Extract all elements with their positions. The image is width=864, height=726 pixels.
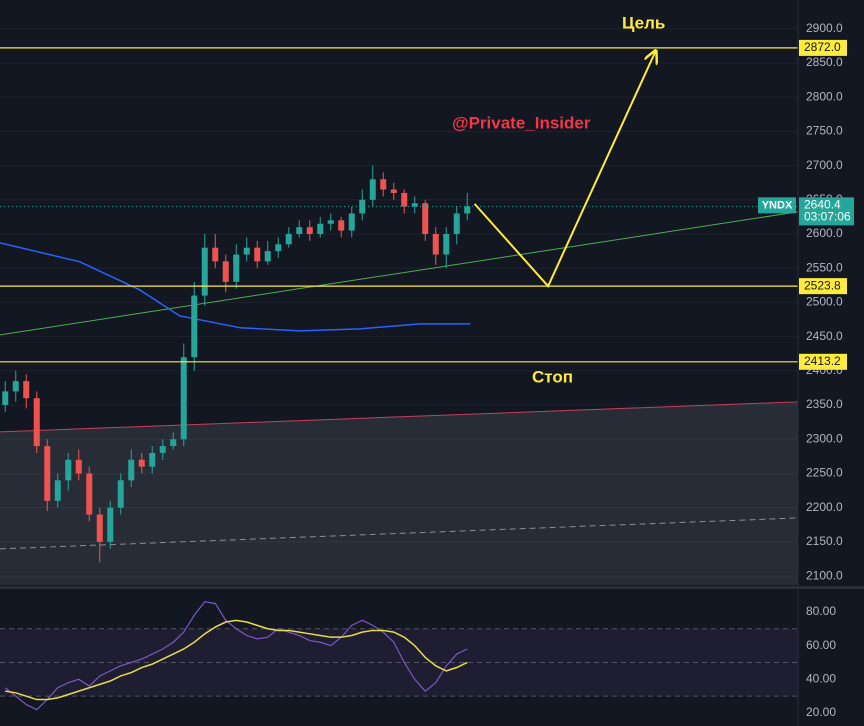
y-tick-label: 2350.0 — [806, 397, 843, 411]
candle-body — [453, 213, 460, 234]
pane-separator — [0, 586, 864, 589]
candle-body — [432, 234, 439, 255]
candle-body — [2, 391, 9, 406]
price-line-box — [799, 39, 847, 56]
rsi-tick-label: 60.00 — [806, 638, 836, 652]
candle-body — [86, 473, 93, 515]
candle-body — [254, 247, 261, 262]
countdown: 03:07:06 — [804, 210, 851, 224]
candle-body — [338, 220, 345, 231]
rsi-tick-label: 80.00 — [806, 604, 836, 618]
symbol-label: YNDX — [762, 199, 793, 211]
candle-body — [117, 480, 124, 508]
candle-body — [12, 381, 19, 392]
moving-average — [0, 242, 471, 332]
y-tick-label: 2800.0 — [806, 89, 843, 103]
y-tick-label: 2450.0 — [806, 329, 843, 343]
candle-body — [243, 247, 250, 255]
candle-body — [359, 199, 366, 214]
candle-body — [348, 213, 355, 231]
candle-body — [222, 261, 229, 282]
price-axis: 2100.02150.02200.02250.02300.02350.02400… — [758, 21, 854, 719]
stop-label: Стоп — [532, 367, 573, 386]
candle-body — [107, 507, 114, 542]
last-price-box — [799, 197, 854, 226]
price-line-label: 2872.0 — [804, 40, 841, 54]
watermark: @Private_Insider — [452, 113, 591, 132]
candle-body — [23, 381, 30, 399]
candle-body — [422, 203, 429, 234]
candle-body — [149, 452, 156, 467]
y-tick-label: 2300.0 — [806, 431, 843, 445]
candle-body — [327, 220, 334, 224]
trendline — [0, 211, 799, 336]
rsi-line — [5, 619, 468, 701]
candle-body — [369, 179, 376, 200]
candle-body — [380, 179, 387, 190]
candle-body — [180, 357, 187, 440]
trendline — [0, 517, 799, 550]
y-tick-label: 2500.0 — [806, 295, 843, 309]
y-tick-label: 2150.0 — [806, 534, 843, 548]
trendline — [0, 401, 799, 433]
y-tick-label: 2850.0 — [806, 55, 843, 69]
rsi-tick-label: 20.00 — [806, 705, 836, 719]
candle-body — [275, 244, 282, 252]
candle-body — [33, 398, 40, 447]
candle-body — [128, 459, 135, 481]
y-tick-label: 2750.0 — [806, 124, 843, 138]
y-tick-label: 2900.0 — [806, 21, 843, 35]
y-tick-label: 2100.0 — [806, 568, 843, 582]
price-line-label: 2413.2 — [804, 354, 841, 368]
price-line-box — [799, 278, 847, 295]
candle-body — [159, 446, 166, 453]
y-tick-label: 2550.0 — [806, 260, 843, 274]
plot-area — [0, 28, 799, 585]
price-line-label: 2523.8 — [804, 278, 841, 292]
candle-body — [75, 459, 82, 474]
rsi-line — [4, 601, 468, 711]
candle-body — [65, 459, 72, 481]
channel-fill — [0, 401, 798, 585]
candle-body — [96, 514, 103, 542]
candle-body — [201, 247, 208, 296]
candle-body — [170, 439, 177, 447]
forecast-path — [473, 52, 656, 288]
candle-body — [233, 254, 240, 282]
candle-body — [44, 446, 51, 501]
rsi-tick-label: 40.00 — [806, 671, 836, 685]
candle-body — [390, 189, 397, 193]
target-label: Цель — [622, 13, 665, 32]
price-line-box — [799, 353, 847, 370]
candle-body — [464, 206, 471, 214]
candle-body — [411, 203, 418, 207]
y-tick-label: 2600.0 — [806, 226, 843, 240]
y-tick-label: 2250.0 — [806, 466, 843, 480]
y-tick-label: 2700.0 — [806, 158, 843, 172]
rsi-pane — [0, 601, 798, 711]
candle-body — [264, 251, 271, 262]
candle-body — [317, 223, 324, 234]
candle-body — [191, 295, 198, 358]
candle-body — [54, 480, 61, 501]
y-tick-label: 2200.0 — [806, 500, 843, 514]
candle-body — [401, 192, 408, 207]
last-price-label: 2640.4 — [804, 198, 841, 212]
candle-body — [296, 227, 303, 234]
candle-body — [285, 234, 292, 245]
candle-body — [443, 234, 450, 255]
symbol-box — [758, 197, 796, 214]
candle-body — [306, 227, 313, 234]
candle-body — [212, 247, 219, 262]
candle-body — [138, 459, 145, 467]
